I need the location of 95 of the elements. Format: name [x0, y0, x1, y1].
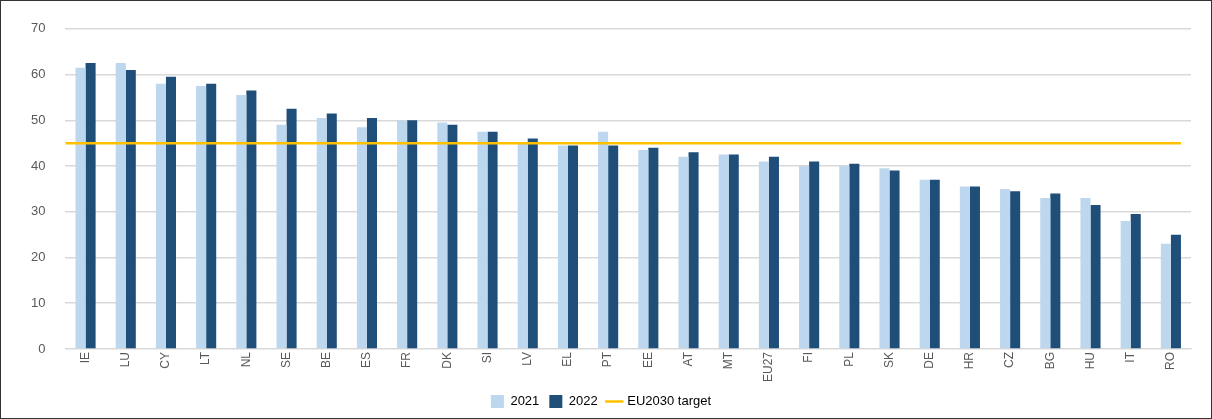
x-tick-label: FR — [399, 351, 414, 368]
bar — [809, 161, 820, 349]
bar — [638, 150, 649, 349]
y-tick-label: 60 — [30, 66, 46, 82]
legend-label: 2022 — [568, 393, 598, 409]
bar — [75, 67, 86, 349]
x-tick-label: SE — [278, 351, 293, 368]
x-tick-label: ES — [359, 351, 374, 368]
bar — [929, 179, 940, 349]
x-tick-label: PL — [841, 351, 856, 367]
y-tick-label: 10 — [30, 294, 46, 310]
bar — [236, 95, 247, 349]
x-tick-label: EU27 — [761, 351, 776, 383]
bar — [356, 127, 367, 349]
y-tick-label: 0 — [38, 340, 46, 356]
x-tick-label: BE — [319, 351, 334, 368]
bar — [487, 131, 498, 349]
x-tick-label: IE — [77, 351, 92, 364]
bar — [206, 83, 217, 349]
bar — [85, 63, 96, 349]
bar — [517, 143, 528, 349]
bar — [316, 117, 327, 349]
bar — [397, 120, 408, 349]
x-tick-label: SI — [479, 351, 494, 364]
y-tick-label: 40 — [30, 157, 46, 173]
x-tick-label: SK — [881, 351, 896, 368]
x-tick-label: PT — [600, 351, 615, 368]
bar — [477, 131, 488, 349]
bar — [799, 166, 810, 349]
bar — [276, 124, 287, 349]
bar — [1090, 204, 1101, 349]
x-tick-label: IT — [1123, 351, 1138, 363]
bar — [437, 122, 448, 349]
bar — [959, 186, 970, 349]
bar — [557, 145, 568, 349]
x-tick-label: DE — [922, 351, 937, 369]
x-tick-label: HR — [962, 351, 977, 370]
bar — [688, 152, 699, 349]
bar — [648, 147, 659, 349]
x-tick-label: DK — [439, 351, 454, 369]
bar — [879, 168, 890, 349]
bar — [155, 83, 166, 349]
bar — [1040, 198, 1051, 349]
x-tick-label: EL — [560, 351, 575, 367]
bar — [115, 63, 126, 349]
y-tick-label: 30 — [30, 203, 46, 219]
bar — [1130, 214, 1141, 349]
bar — [447, 124, 458, 349]
bar — [969, 186, 980, 349]
bar — [768, 156, 779, 349]
legend-label: EU2030 target — [627, 393, 712, 409]
bar — [567, 145, 578, 349]
x-tick-label: LT — [198, 351, 213, 366]
bar — [366, 117, 377, 349]
x-tick-label: RO — [1163, 351, 1178, 370]
bar — [407, 120, 418, 349]
bar — [839, 166, 850, 349]
bar — [196, 85, 207, 349]
x-tick-label: LU — [118, 351, 133, 368]
x-tick-label: LV — [520, 351, 535, 366]
x-tick-label: BG — [1042, 351, 1057, 370]
bar — [678, 156, 689, 349]
bar — [527, 138, 538, 349]
x-tick-label: FI — [801, 351, 816, 363]
bar — [758, 161, 769, 349]
bar — [608, 145, 619, 349]
bar — [1160, 243, 1171, 349]
bar — [849, 163, 860, 349]
x-tick-label: CY — [158, 351, 173, 369]
bar — [1010, 191, 1021, 349]
bar — [125, 69, 136, 349]
x-tick-label: MT — [721, 351, 736, 370]
y-tick-label: 20 — [30, 249, 46, 265]
y-tick-label: 50 — [30, 111, 46, 127]
bar — [1000, 188, 1011, 349]
y-tick-label: 70 — [30, 20, 46, 36]
bar — [165, 76, 176, 349]
bar — [889, 170, 900, 349]
bar — [246, 90, 257, 349]
x-tick-label: CZ — [1002, 351, 1017, 368]
bar — [919, 179, 930, 349]
x-tick-label: AT — [680, 351, 695, 367]
bar — [326, 113, 337, 349]
bar — [1050, 193, 1061, 349]
bar — [286, 108, 297, 349]
legend-label: 2021 — [510, 393, 540, 409]
bar — [1080, 198, 1091, 349]
x-tick-label: EE — [640, 351, 655, 368]
bar — [598, 131, 609, 349]
bar — [1120, 220, 1131, 349]
x-tick-label: HU — [1082, 351, 1097, 370]
bar — [718, 154, 729, 349]
x-tick-label: NL — [238, 351, 253, 368]
bar — [728, 154, 739, 349]
bar — [1170, 234, 1181, 349]
